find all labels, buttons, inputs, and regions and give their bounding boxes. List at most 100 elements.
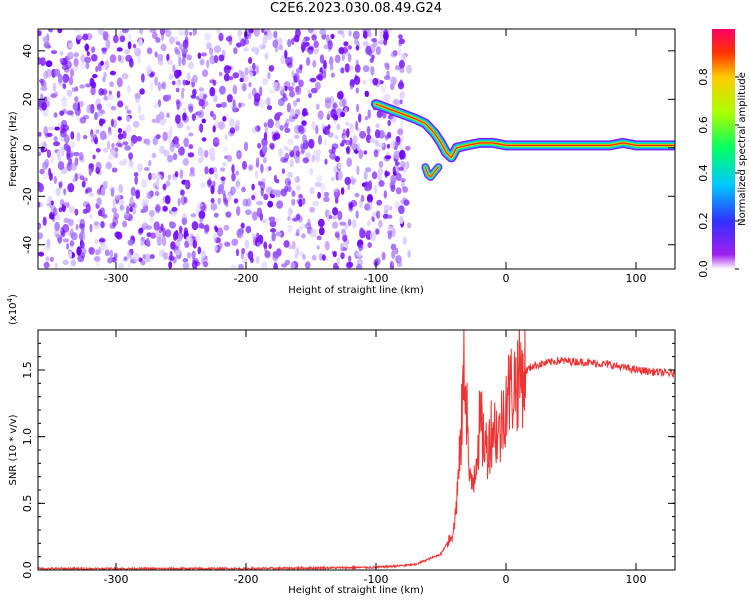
speckle-dot (144, 253, 151, 263)
speckle-dot (122, 220, 127, 228)
speckle-dot (53, 112, 58, 118)
speckle-dot (150, 81, 154, 92)
speckle-dot (356, 165, 360, 176)
speckle-dot (262, 157, 267, 164)
speckle-dot (117, 100, 124, 108)
speckle-dot (218, 54, 225, 62)
speckle-dot (287, 224, 293, 233)
speckle-dot (132, 203, 138, 209)
speckle-dot (333, 188, 339, 193)
speckle-dot (68, 218, 74, 227)
speckle-dot (313, 48, 318, 55)
speckle-dot (84, 188, 89, 195)
speckle-dot (365, 229, 370, 236)
speckle-dot (387, 229, 393, 236)
speckle-dot (220, 176, 226, 181)
speckle-dot (151, 32, 158, 40)
speckle-dot (259, 44, 266, 50)
speckle-dot (199, 58, 205, 66)
speckle-dot (302, 112, 306, 117)
speckle-dot (396, 254, 402, 262)
speckle-dot (330, 108, 337, 119)
speckle-dot (177, 197, 181, 207)
speckle-dot (126, 250, 132, 260)
speckle-dot (238, 263, 244, 269)
speckle-dot (42, 161, 49, 170)
speckle-dot (235, 120, 241, 126)
speckle-dot (330, 33, 335, 40)
speckle-dot (334, 196, 339, 204)
speckle-dot (190, 213, 197, 218)
speckle-dot (375, 123, 380, 128)
speckle-dot (206, 42, 212, 50)
speckle-dot (188, 132, 194, 137)
speckle-dot (387, 131, 392, 138)
spectrogram-xtick-label: 0 (503, 272, 510, 285)
speckle-dot (62, 83, 67, 90)
speckle-dot (167, 154, 174, 163)
speckle-dot (148, 159, 152, 167)
speckle-dot (96, 103, 102, 111)
speckle-dot (377, 167, 384, 176)
speckle-dot (109, 70, 116, 76)
speckle-dot (395, 172, 402, 182)
speckle-dot (101, 242, 108, 250)
speckle-dot (149, 29, 157, 33)
speckle-dot (85, 203, 91, 213)
speckle-dot (257, 236, 263, 244)
speckle-dot (63, 67, 70, 73)
speckle-dot (402, 186, 409, 193)
speckle-dot (387, 119, 392, 127)
speckle-dot (209, 86, 216, 97)
speckle-dot (278, 148, 283, 157)
speckle-dot (349, 122, 354, 130)
speckle-dot (130, 141, 134, 147)
speckle-dot (308, 45, 314, 51)
speckle-dot (95, 161, 102, 172)
speckle-dot (95, 65, 99, 73)
speckle-dot (57, 29, 63, 34)
speckle-dot (328, 214, 332, 220)
speckle-dot (384, 62, 390, 68)
speckle-dot (189, 167, 195, 174)
speckle-dot (123, 256, 128, 261)
speckle-dot (301, 197, 306, 205)
speckle-dot (263, 241, 268, 249)
speckle-dot (337, 30, 345, 35)
speckle-dot (363, 171, 368, 180)
speckle-dot (40, 93, 44, 100)
speckle-dot (294, 85, 300, 93)
colorbar-tick-label: 0.6 (697, 116, 710, 134)
speckle-dot (289, 111, 296, 117)
speckle-dot (352, 218, 357, 229)
speckle-dot (79, 84, 85, 89)
speckle-dot (390, 51, 398, 58)
speckle-dot (59, 110, 64, 116)
speckle-dot (347, 45, 352, 50)
snr-series-line (38, 330, 675, 570)
speckle-dot (390, 76, 397, 86)
speckle-dot (232, 84, 238, 95)
speckle-dot (157, 58, 164, 66)
speckle-dot (185, 179, 191, 190)
speckle-dot (50, 50, 58, 55)
speckle-dot (64, 134, 70, 144)
speckle-dot (166, 112, 170, 118)
speckle-dot (213, 94, 218, 103)
speckle-dot (128, 197, 132, 204)
speckle-dot (267, 72, 271, 80)
speckle-dot (267, 118, 274, 129)
speckle-dot (340, 111, 346, 118)
speckle-dot (263, 132, 268, 141)
speckle-dot (366, 194, 373, 203)
speckle-dot (295, 150, 300, 157)
speckle-dot (45, 256, 50, 262)
speckle-dot (40, 86, 48, 92)
speckle-dot (50, 93, 57, 98)
speckle-dot (298, 193, 303, 199)
speckle-dot (346, 157, 350, 168)
speckle-dot (117, 127, 123, 134)
speckle-dot (73, 52, 79, 58)
speckle-dot (261, 219, 268, 224)
speckle-dot (321, 123, 326, 130)
